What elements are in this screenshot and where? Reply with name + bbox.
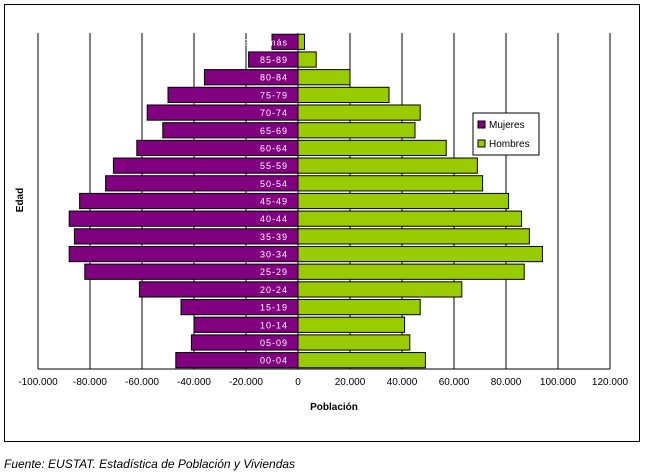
- category-label: 70-74: [260, 108, 288, 118]
- x-tick-label: -40.000: [177, 377, 211, 388]
- bar-hombres: [297, 86, 390, 103]
- category-label: 60-64: [260, 143, 288, 153]
- bar-hombres: [297, 263, 525, 280]
- bar-hombres: [297, 352, 426, 369]
- category-label: 00-04: [260, 356, 288, 366]
- legend-entry: Mujeres: [489, 120, 525, 131]
- category-label: 80-84: [260, 73, 288, 83]
- legend-swatch: [477, 120, 486, 129]
- category-label: 75-79: [260, 90, 288, 100]
- bar-hombres: [297, 299, 421, 316]
- x-tick-label: 100.000: [540, 377, 577, 388]
- category-label: 40-44: [260, 214, 288, 224]
- x-tick-label: 120.000: [592, 377, 629, 388]
- bar-hombres: [297, 245, 543, 263]
- legend-entry: Hombres: [489, 139, 530, 150]
- category-label: 55-59: [260, 161, 288, 171]
- x-axis-title: Población: [310, 402, 358, 413]
- category-label: 65-69: [260, 126, 288, 136]
- x-tick-label: -100.000: [18, 377, 58, 388]
- x-tick-label: -60.000: [125, 377, 159, 388]
- x-tick-label: -20.000: [229, 377, 263, 388]
- bar-hombres: [297, 334, 411, 351]
- bar-hombres: [297, 192, 510, 210]
- bar-hombres: [297, 228, 530, 245]
- source-note: Fuente: EUSTAT. Estadística de Población…: [4, 457, 296, 471]
- bar-hombres: [297, 122, 416, 139]
- x-tick-label: 60.000: [439, 377, 470, 388]
- x-tick-label: -80.000: [73, 377, 107, 388]
- bar-hombres: [297, 157, 478, 174]
- bar-hombres: [297, 139, 447, 157]
- category-label: 05-09: [260, 338, 288, 348]
- x-tick-label: 0: [295, 377, 301, 388]
- category-label: 35-39: [260, 232, 288, 242]
- x-tick-label: 80.000: [491, 377, 522, 388]
- legend-box: [472, 112, 540, 156]
- category-label: 50-54: [260, 179, 288, 189]
- category-label: 10-14: [260, 320, 288, 330]
- bar-hombres: [297, 175, 484, 192]
- category-label: 25-29: [260, 267, 288, 277]
- y-axis-title: Edad: [15, 188, 26, 212]
- bar-hombres: [297, 104, 421, 121]
- bar-hombres: [297, 51, 317, 68]
- category-label: 45-49: [260, 197, 288, 207]
- bar-hombres: [297, 316, 406, 333]
- x-tick-label: 40.000: [387, 377, 418, 388]
- category-label: 85-89: [260, 55, 288, 65]
- category-label: 30-34: [260, 250, 288, 260]
- bar-hombres: [297, 69, 351, 86]
- bar-hombres: [297, 33, 305, 50]
- bar-hombres: [297, 210, 523, 227]
- category-label: 15-19: [260, 303, 288, 313]
- legend-swatch: [477, 139, 486, 148]
- category-label: 20-24: [260, 285, 288, 295]
- x-tick-label: 20.000: [335, 377, 366, 388]
- category-label: 90 y más: [243, 37, 288, 47]
- bar-hombres: [297, 281, 463, 298]
